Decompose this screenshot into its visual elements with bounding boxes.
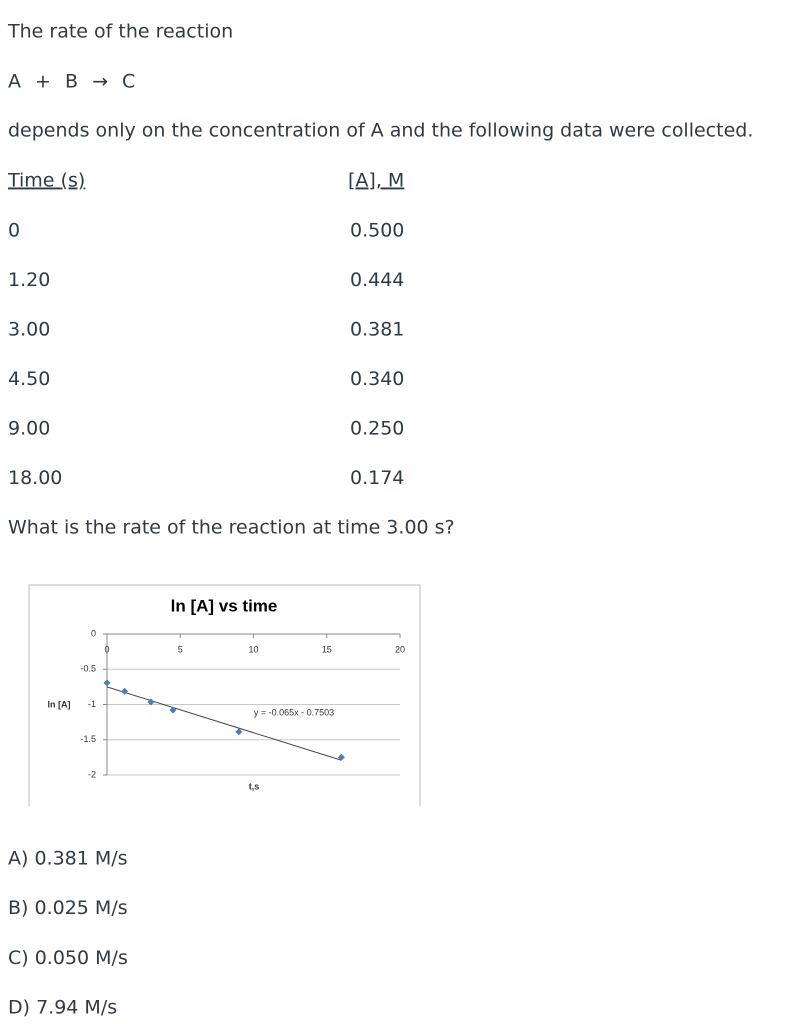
conc-cell: 0.340: [350, 368, 404, 390]
y-tick-label: -2: [88, 769, 96, 779]
y-axis-label: ln [A]: [48, 699, 71, 709]
conc-cell: 0.500: [350, 220, 404, 242]
conc-cell: 0.444: [350, 269, 404, 291]
choice[interactable]: D) 7.94 M/s: [8, 997, 117, 1019]
time-cell: 0: [8, 220, 20, 242]
y-tick-label: -1.5: [80, 734, 96, 744]
y-tick-label: -0.5: [80, 664, 96, 674]
conc-cell: 0.174: [350, 467, 404, 489]
x-tick-label: 0: [104, 644, 109, 654]
x-tick-label: 10: [248, 644, 258, 654]
x-tick-label: 20: [395, 644, 405, 654]
conc-cell: 0.381: [350, 319, 404, 341]
reaction: A + B → C: [8, 71, 135, 93]
chart-title: ln [A] vs time: [171, 596, 278, 615]
conc-cell: 0.250: [350, 418, 404, 440]
table-header: [A], M: [348, 170, 404, 192]
choice[interactable]: B) 0.025 M/s: [8, 897, 128, 919]
time-cell: 4.50: [8, 368, 50, 390]
x-tick-label: 15: [322, 644, 332, 654]
table: 0 0.500 1.20 0.444 3.00 0.381 4.50 0.340 9.00 0.2…: [8, 220, 404, 490]
choice[interactable]: C) 0.050 M/s: [8, 947, 128, 969]
prompt: What is the rate of the reaction at time…: [8, 517, 455, 539]
y-tick-label: 0: [91, 628, 96, 638]
data-point: [169, 706, 177, 714]
choices: A) 0.381 M/s B) 0.025 M/s C) 0.050 M/s D) 7…: [8, 848, 128, 1019]
trendline-label: y = -0.065x - 0.7503: [254, 707, 334, 717]
statement: depends only on the concentration of A a…: [8, 120, 753, 142]
y-tick-label: -1: [88, 699, 96, 709]
x-axis-label: t,s: [249, 781, 260, 791]
time-cell: 3.00: [8, 319, 50, 341]
data-point: [337, 753, 345, 761]
data-point: [103, 679, 111, 687]
x-tick-label: 5: [178, 644, 183, 654]
data-point: [235, 728, 243, 736]
time-cell: 18.00: [8, 467, 62, 489]
data-point: [147, 698, 155, 706]
chart-frame: [28, 584, 421, 806]
chart: 0 -0.5 -1 -1.5 -2 0 5 10 15 20 y = -0.065x - 0.750…: [80, 628, 405, 779]
trendline: [106, 686, 342, 761]
data-point: [121, 687, 129, 695]
time-cell: 1.20: [8, 269, 50, 291]
time-cell: 9.00: [8, 418, 50, 440]
table-header: Time (s): [7, 170, 85, 192]
intro: The rate of the reaction: [7, 21, 233, 43]
choice[interactable]: A) 0.381 M/s: [8, 848, 128, 870]
